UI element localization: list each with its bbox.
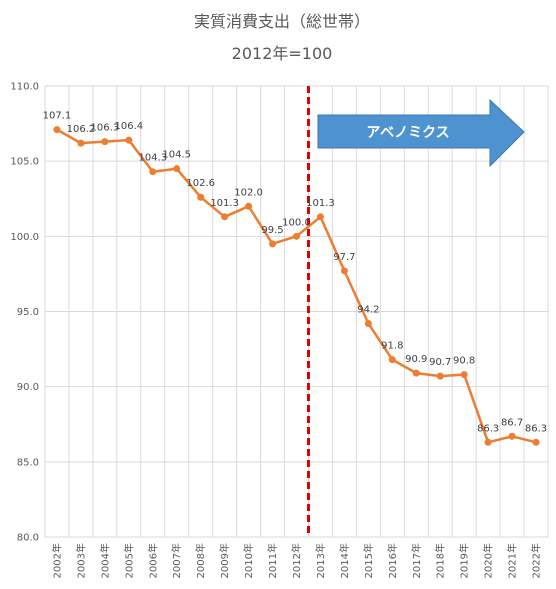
x-tick-label: 2012年 (290, 543, 303, 578)
data-point (460, 371, 468, 379)
data-label: 91.8 (381, 341, 403, 352)
x-tick-label: 2019年 (458, 543, 471, 578)
x-tick-label: 2004年 (98, 543, 111, 578)
y-axis: 80.0 85.0 90.0 95.0 100.0 105.0 110.0 (10, 82, 39, 544)
y-tick-label: 85.0 (17, 457, 39, 468)
y-tick-label: 80.0 (17, 533, 39, 544)
data-label: 106.4 (115, 121, 144, 132)
x-tick-label: 2010年 (242, 543, 255, 578)
data-label: 90.9 (405, 354, 427, 365)
abenomics-marker: アベノミクス (306, 86, 525, 537)
data-label: 102.6 (186, 178, 215, 189)
data-point (245, 202, 253, 210)
y-tick-label: 95.0 (17, 307, 39, 318)
data-label: 90.7 (429, 357, 451, 368)
data-label: 100.0 (282, 217, 311, 228)
data-point (197, 193, 205, 201)
data-label: 106.3 (91, 123, 120, 134)
data-point (293, 232, 300, 240)
chart-subtitle: 2012年=100 (232, 44, 333, 63)
data-point (269, 240, 277, 248)
grid (44, 85, 549, 538)
data-label: 104.5 (162, 150, 191, 161)
data-point (53, 126, 61, 134)
x-tick-label: 2014年 (338, 543, 351, 578)
data-point (101, 138, 109, 146)
data-point (364, 320, 372, 328)
y-tick-label: 90.0 (17, 382, 39, 393)
data-label: 86.3 (477, 423, 499, 434)
data-label: 107.1 (43, 111, 72, 122)
data-point (316, 213, 324, 221)
data-point (340, 267, 348, 275)
abenomics-arrow (317, 98, 525, 168)
abenomics-arrow-label: アベノミクス (366, 125, 449, 141)
x-tick-label: 2021年 (506, 543, 519, 578)
data-point (125, 136, 133, 144)
data-label: 101.3 (306, 198, 335, 209)
x-tick-label: 2015年 (362, 543, 375, 578)
data-label: 94.2 (357, 305, 379, 316)
x-tick-label: 2002年 (50, 543, 63, 578)
chart-title: 実質消費支出（総世帯） (194, 12, 370, 31)
x-tick-label: 2009年 (218, 543, 231, 578)
data-point (436, 372, 444, 380)
x-tick-label: 2007年 (170, 543, 183, 578)
x-tick-label: 2017年 (410, 543, 423, 578)
data-label: 102.0 (234, 187, 263, 198)
x-tick-label: 2008年 (194, 543, 207, 578)
data-point (77, 139, 85, 147)
x-tick-label: 2018年 (434, 543, 447, 578)
data-label: 106.2 (67, 124, 96, 135)
data-point (173, 165, 181, 173)
data-label: 90.8 (453, 356, 475, 367)
series-line (56, 128, 537, 444)
data-point (508, 432, 516, 440)
x-tick-label: 2020年 (482, 543, 495, 578)
data-label: 86.7 (501, 417, 523, 428)
data-label: 104.3 (138, 153, 167, 164)
data-point (388, 356, 396, 364)
data-point (532, 438, 540, 446)
x-tick-label: 2003年 (74, 543, 87, 578)
data-point (484, 438, 492, 446)
data-label: 86.3 (525, 423, 547, 434)
x-tick-label: 2013年 (314, 543, 327, 578)
data-label: 97.7 (333, 252, 355, 263)
x-tick-label: 2005年 (122, 543, 135, 578)
data-label: 99.5 (261, 225, 283, 236)
y-tick-label: 105.0 (10, 157, 39, 168)
data-label: 101.3 (210, 198, 239, 209)
x-tick-label: 2011年 (266, 543, 279, 578)
data-point (221, 213, 229, 221)
data-point (149, 168, 157, 176)
data-point (412, 369, 420, 377)
y-tick-label: 110.0 (10, 82, 39, 93)
x-tick-label: 2022年 (530, 543, 543, 578)
x-tick-label: 2016年 (386, 543, 399, 578)
y-tick-label: 100.0 (10, 232, 39, 243)
x-tick-label: 2006年 (146, 543, 159, 578)
x-axis: 2002年 2003年 2004年 2005年 2006年 2007年 2008年 2009年… (50, 543, 542, 578)
